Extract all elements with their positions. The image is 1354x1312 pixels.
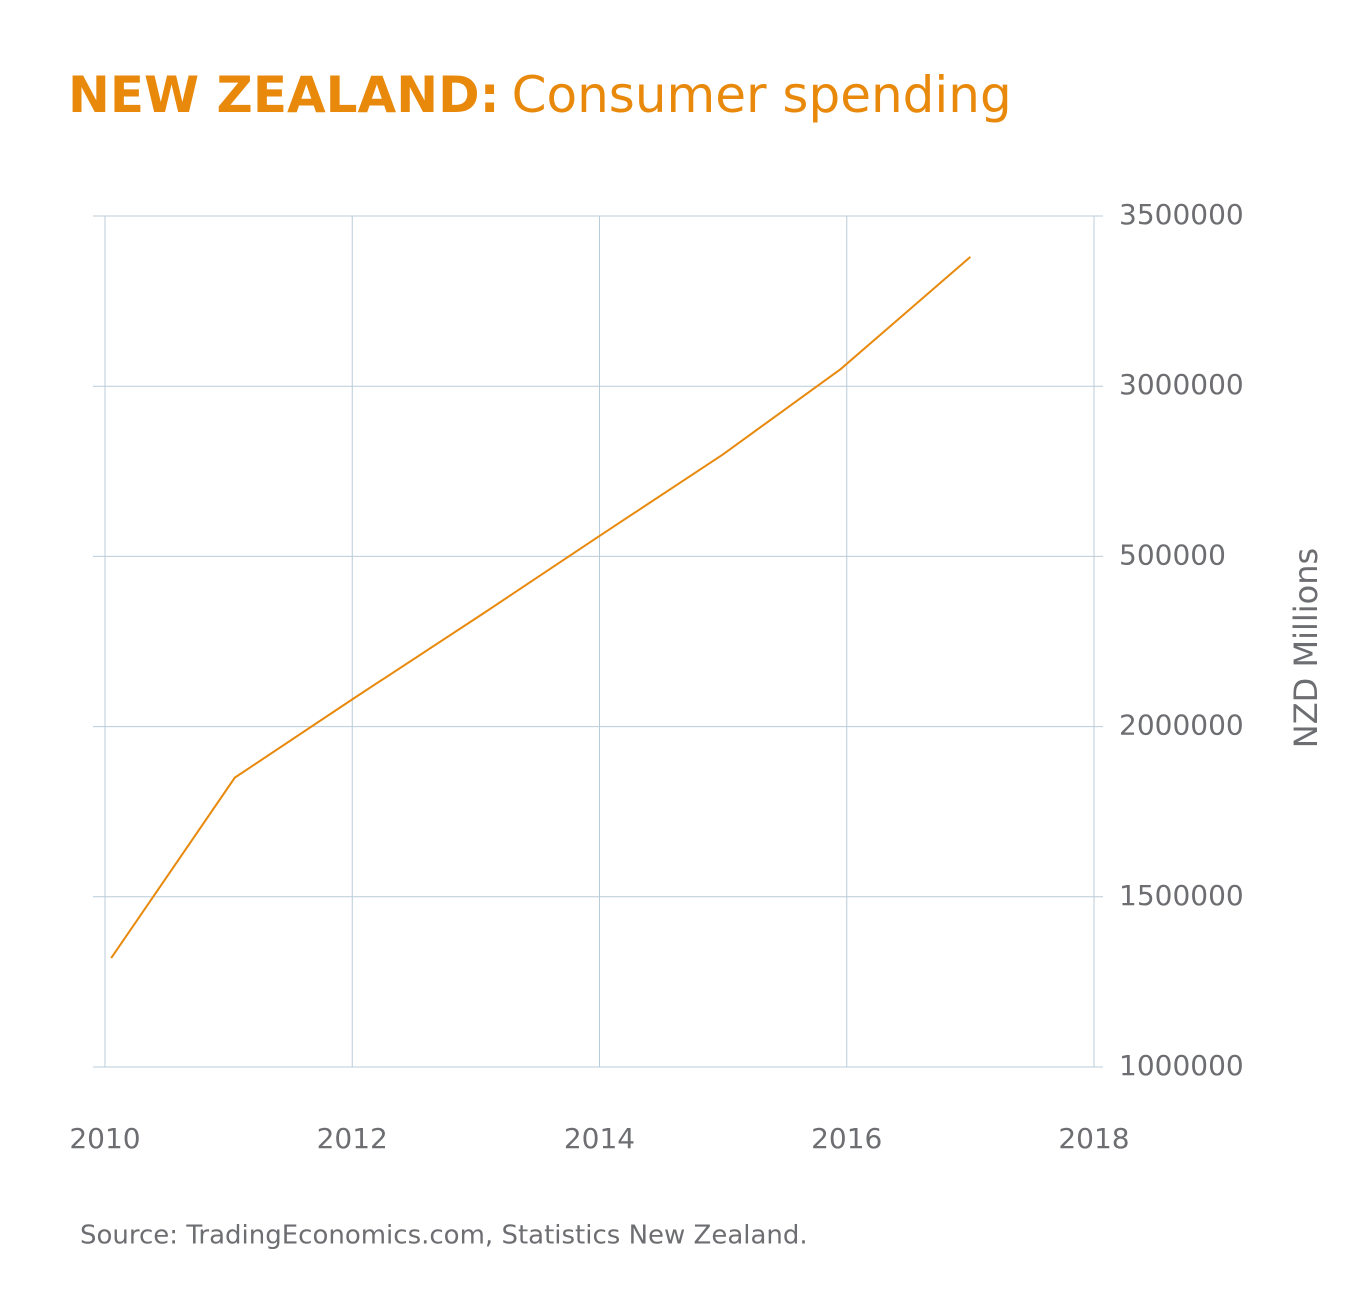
y-tick-label: 3500000 bbox=[1119, 198, 1244, 231]
x-tick-label: 2010 bbox=[69, 1122, 140, 1155]
source-note: Source: TradingEconomics.com, Statistics… bbox=[80, 1221, 808, 1251]
x-tick-label: 2016 bbox=[811, 1122, 882, 1155]
title-text: Consumer spending bbox=[512, 66, 1012, 124]
data-line bbox=[110, 256, 972, 959]
y-tick-label: 1000000 bbox=[1119, 1049, 1244, 1082]
y-axis-label: NZD Millions bbox=[1287, 548, 1325, 748]
title-lead: NEW ZEALAND: bbox=[68, 66, 500, 124]
y-tick-label: 1500000 bbox=[1119, 879, 1244, 912]
x-tick-label: 2014 bbox=[564, 1122, 635, 1155]
y-tick-label: 2000000 bbox=[1119, 709, 1244, 742]
y-tick-label: 3000000 bbox=[1119, 368, 1244, 401]
x-tick-label: 2018 bbox=[1058, 1122, 1129, 1155]
y-tick-label: 500000 bbox=[1119, 538, 1226, 571]
x-tick-label: 2012 bbox=[317, 1122, 388, 1155]
chart-title: NEW ZEALAND: Consumer spending bbox=[68, 66, 1012, 124]
